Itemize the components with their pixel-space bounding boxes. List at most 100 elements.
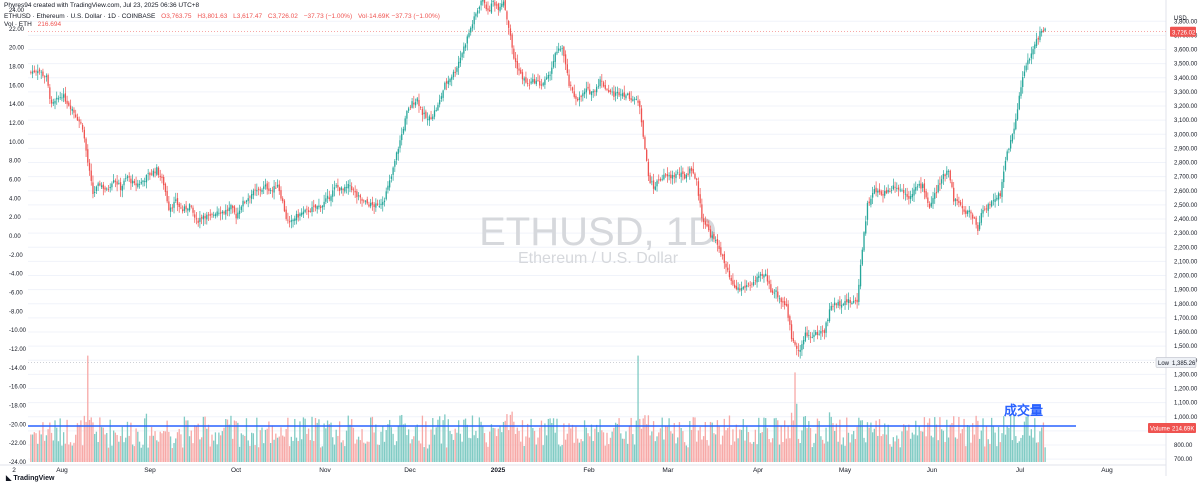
time-axis-label: Aug: [56, 467, 68, 474]
volume-bar: [418, 440, 420, 462]
candle-body: [31, 71, 34, 74]
volume-bar: [904, 426, 907, 462]
volume-bar: [423, 447, 425, 462]
candle-body: [839, 300, 841, 306]
low-price-label: Low: [1158, 361, 1170, 367]
candle-body: [97, 183, 99, 186]
volume-indicator-line[interactable]: Vol · ETH 216.694: [4, 21, 65, 28]
candle-body: [113, 180, 115, 183]
volume-bar: [915, 420, 917, 462]
volume-bar: [787, 425, 789, 462]
volume-bar: [413, 436, 415, 462]
left-axis-tick: -20.00: [9, 422, 27, 428]
candle-body: [766, 275, 769, 282]
volume-bar: [232, 438, 234, 462]
volume-bar: [759, 433, 762, 462]
candle-body: [673, 175, 675, 177]
volume-bars: [30, 355, 1046, 462]
volume-bar: [268, 421, 270, 462]
volume-bar: [654, 441, 656, 462]
volume-bar: [656, 436, 658, 462]
volume-bar: [939, 417, 941, 462]
candle-body: [290, 220, 292, 222]
left-axis-tick: -24.00: [9, 460, 27, 466]
volume-bar: [338, 421, 341, 462]
candle-body: [1018, 95, 1020, 110]
time-axis[interactable]: 2 Aug Sep Oct Nov Dec 2025 Feb Mar Apr May Jun Jul Au…: [0, 464, 1166, 474]
volume-bar: [851, 434, 853, 462]
volume-bar: [913, 434, 915, 462]
volume-bar: [601, 430, 603, 462]
volume-bar: [996, 446, 998, 462]
candle-body: [178, 203, 180, 207]
candle-body: [371, 201, 374, 205]
candle-body: [171, 207, 173, 209]
price-axis-tick: 2,100.00: [1174, 259, 1198, 265]
volume-bar: [313, 440, 315, 462]
volume-bar: [259, 430, 261, 462]
candle-body: [785, 303, 788, 306]
candle-body: [357, 195, 360, 197]
candle-body: [801, 344, 803, 351]
candle-body: [847, 299, 850, 304]
candle-body: [161, 176, 163, 178]
volume-bar: [520, 441, 522, 462]
candle-body: [554, 53, 556, 62]
volume-bar: [980, 430, 982, 462]
candle-body: [223, 211, 225, 214]
candle-body: [711, 235, 713, 238]
candle-body: [621, 93, 624, 97]
candle-body: [266, 183, 268, 190]
candle-body: [209, 214, 211, 216]
volume-bar: [977, 420, 979, 462]
volume-bar: [131, 444, 134, 462]
low-price-value: 1,385.26: [1172, 361, 1196, 367]
volume-bar: [237, 422, 239, 462]
volume-bar: [311, 416, 313, 462]
volume-bar: [866, 422, 869, 462]
candle-body: [928, 203, 931, 208]
candle-body: [269, 190, 272, 191]
price-axis-tick: 1,600.00: [1174, 330, 1198, 336]
candle-body: [566, 64, 568, 73]
candle-body: [720, 247, 722, 255]
candle-body: [464, 44, 467, 48]
volume-bar: [387, 424, 389, 462]
volume-bar: [319, 447, 322, 462]
candle-body: [149, 172, 151, 176]
volume-bar: [733, 441, 736, 462]
volume-bar: [730, 445, 732, 462]
volume-bar: [121, 426, 123, 462]
candle-body: [354, 190, 356, 193]
volume-bar: [625, 431, 627, 462]
volume-bar: [432, 418, 434, 462]
candle-body: [563, 46, 565, 57]
candle-body: [949, 170, 951, 181]
volume-bar: [480, 421, 482, 462]
candle-body: [658, 179, 660, 181]
right-price-axis[interactable]: USD3,800.003,700.003,600.003,500.003,400…: [28, 0, 1198, 476]
tradingview-logo[interactable]: ◣ TradingView: [6, 474, 54, 482]
volume-bar: [782, 442, 784, 462]
candle-body: [570, 84, 572, 86]
volume-bar: [439, 416, 441, 462]
left-axis-tick: -12.00: [9, 347, 27, 353]
candle-body: [920, 183, 922, 189]
candle-body: [471, 24, 474, 29]
candle-body: [996, 197, 998, 200]
volume-bar: [934, 417, 936, 462]
volume-bar: [1034, 418, 1036, 462]
volume-bar: [150, 426, 153, 462]
volume-bar: [402, 424, 405, 462]
volume-bar: [233, 420, 236, 462]
candle-body: [885, 190, 888, 194]
candle-body: [382, 202, 384, 205]
volume-bar: [713, 433, 715, 462]
volume-bar: [133, 446, 136, 462]
volume-bar: [716, 420, 719, 462]
volume-bar: [156, 440, 158, 462]
candle-body: [175, 199, 177, 201]
candle-body: [185, 205, 187, 210]
volume-bar: [173, 442, 175, 462]
volume-bar: [337, 435, 339, 462]
